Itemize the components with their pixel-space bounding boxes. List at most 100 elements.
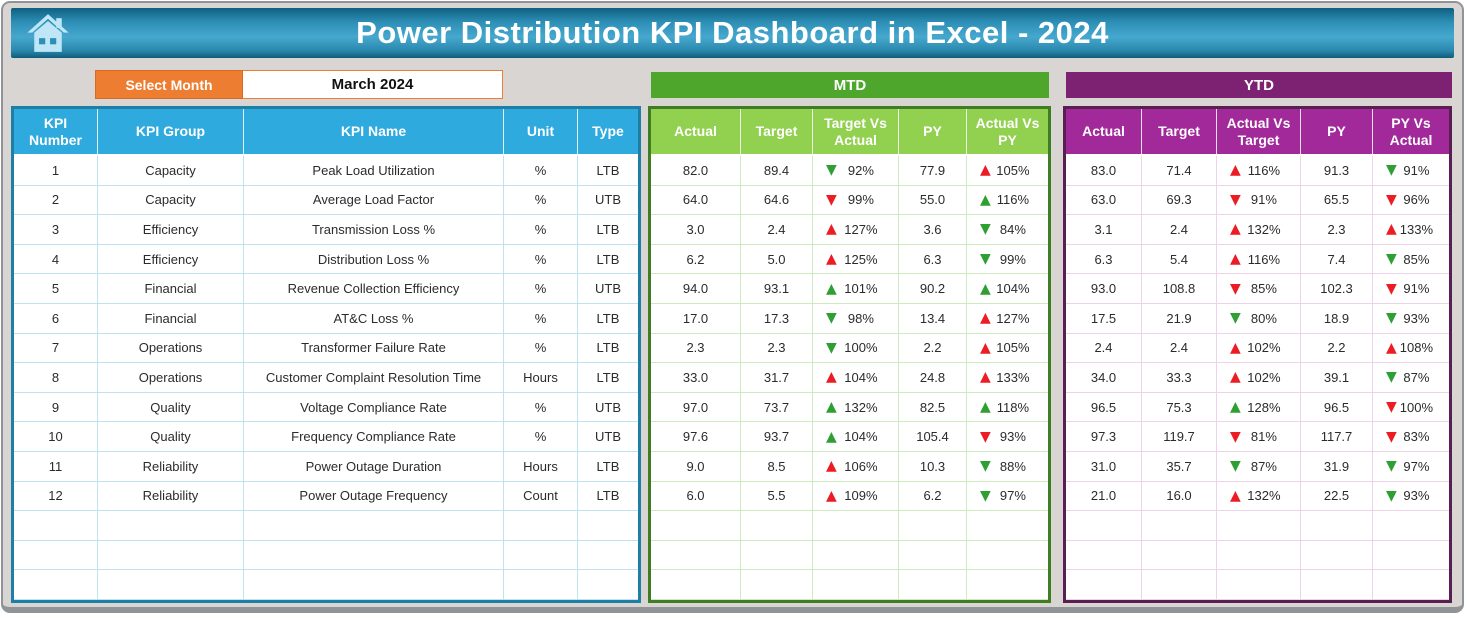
ytd-target-cell[interactable]: 69.3 xyxy=(1142,185,1217,216)
mtd-target-cell[interactable]: 93.1 xyxy=(741,274,813,304)
empty-cell[interactable] xyxy=(967,511,1048,541)
mtd-target-vs-actual-cell[interactable]: ▲ 104% xyxy=(813,363,899,393)
mtd-actual-vs-py-cell[interactable]: ▲ 104% xyxy=(967,274,1048,304)
ytd-actual-vs-target-cell[interactable]: ▼ 87% xyxy=(1217,452,1301,482)
empty-cell[interactable] xyxy=(651,511,741,541)
mtd-actual-vs-py-cell[interactable]: ▲ 105% xyxy=(967,333,1048,364)
mtd-actual-cell[interactable]: 2.3 xyxy=(651,333,741,364)
ytd-actual-vs-target-cell[interactable]: ▲ 102% xyxy=(1217,333,1301,364)
kpi-type-cell[interactable]: LTB xyxy=(578,363,638,393)
ytd-py-vs-actual-cell[interactable]: ▲ 108% xyxy=(1373,333,1449,364)
mtd-actual-cell[interactable]: 94.0 xyxy=(651,274,741,304)
kpi-name-cell[interactable]: Customer Complaint Resolution Time xyxy=(244,363,504,393)
empty-cell[interactable] xyxy=(651,540,741,571)
empty-cell[interactable] xyxy=(1217,540,1301,571)
empty-cell[interactable] xyxy=(98,511,244,541)
empty-cell[interactable] xyxy=(1373,511,1449,541)
empty-cell[interactable] xyxy=(14,540,98,571)
mtd-actual-vs-py-cell[interactable]: ▼ 97% xyxy=(967,481,1048,512)
ytd-target-cell[interactable]: 33.3 xyxy=(1142,363,1217,393)
ytd-actual-cell[interactable]: 17.5 xyxy=(1066,304,1142,334)
ytd-actual-vs-target-cell[interactable]: ▲ 132% xyxy=(1217,481,1301,512)
empty-cell[interactable] xyxy=(967,540,1048,571)
kpi-group-cell[interactable]: Efficiency xyxy=(98,244,244,275)
empty-cell[interactable] xyxy=(244,570,504,600)
ytd-target-cell[interactable]: 5.4 xyxy=(1142,244,1217,275)
mtd-actual-vs-py-cell[interactable]: ▲ 127% xyxy=(967,304,1048,334)
mtd-target-vs-actual-cell[interactable]: ▲ 101% xyxy=(813,274,899,304)
kpi-type-cell[interactable]: LTB xyxy=(578,452,638,482)
kpi-unit-cell[interactable]: % xyxy=(504,304,578,334)
mtd-actual-vs-py-cell[interactable]: ▲ 105% xyxy=(967,156,1048,186)
ytd-actual-vs-target-cell[interactable]: ▼ 80% xyxy=(1217,304,1301,334)
empty-cell[interactable] xyxy=(813,511,899,541)
empty-cell[interactable] xyxy=(741,570,813,600)
kpi-group-cell[interactable]: Efficiency xyxy=(98,215,244,245)
ytd-target-cell[interactable]: 2.4 xyxy=(1142,333,1217,364)
mtd-actual-cell[interactable]: 97.6 xyxy=(651,422,741,452)
kpi-number-cell[interactable]: 9 xyxy=(14,392,98,423)
ytd-actual-cell[interactable]: 34.0 xyxy=(1066,363,1142,393)
kpi-number-cell[interactable]: 8 xyxy=(14,363,98,393)
kpi-type-cell[interactable]: LTB xyxy=(578,481,638,512)
mtd-target-cell[interactable]: 5.0 xyxy=(741,244,813,275)
ytd-actual-cell[interactable]: 93.0 xyxy=(1066,274,1142,304)
mtd-target-vs-actual-cell[interactable]: ▲ 104% xyxy=(813,422,899,452)
kpi-type-cell[interactable]: UTB xyxy=(578,392,638,423)
ytd-actual-cell[interactable]: 2.4 xyxy=(1066,333,1142,364)
mtd-actual-vs-py-cell[interactable]: ▼ 93% xyxy=(967,422,1048,452)
kpi-group-cell[interactable]: Reliability xyxy=(98,481,244,512)
kpi-type-cell[interactable]: LTB xyxy=(578,244,638,275)
mtd-target-cell[interactable]: 2.3 xyxy=(741,333,813,364)
kpi-number-cell[interactable]: 5 xyxy=(14,274,98,304)
kpi-number-cell[interactable]: 11 xyxy=(14,452,98,482)
mtd-target-cell[interactable]: 93.7 xyxy=(741,422,813,452)
mtd-actual-vs-py-cell[interactable]: ▼ 88% xyxy=(967,452,1048,482)
ytd-actual-vs-target-cell[interactable]: ▲ 132% xyxy=(1217,215,1301,245)
mtd-py-cell[interactable]: 6.2 xyxy=(899,481,967,512)
kpi-group-cell[interactable]: Operations xyxy=(98,333,244,364)
empty-cell[interactable] xyxy=(1301,570,1373,600)
empty-cell[interactable] xyxy=(1301,540,1373,571)
ytd-py-cell[interactable]: 2.3 xyxy=(1301,215,1373,245)
empty-cell[interactable] xyxy=(244,511,504,541)
ytd-py-cell[interactable]: 7.4 xyxy=(1301,244,1373,275)
ytd-py-vs-actual-cell[interactable]: ▼ 85% xyxy=(1373,244,1449,275)
mtd-target-cell[interactable]: 8.5 xyxy=(741,452,813,482)
empty-cell[interactable] xyxy=(1301,511,1373,541)
kpi-type-cell[interactable]: LTB xyxy=(578,215,638,245)
empty-cell[interactable] xyxy=(98,540,244,571)
empty-cell[interactable] xyxy=(504,540,578,571)
kpi-number-cell[interactable]: 7 xyxy=(14,333,98,364)
ytd-py-cell[interactable]: 39.1 xyxy=(1301,363,1373,393)
ytd-target-cell[interactable]: 35.7 xyxy=(1142,452,1217,482)
empty-cell[interactable] xyxy=(741,540,813,571)
ytd-actual-cell[interactable]: 63.0 xyxy=(1066,185,1142,216)
ytd-actual-vs-target-cell[interactable]: ▲ 102% xyxy=(1217,363,1301,393)
mtd-target-cell[interactable]: 31.7 xyxy=(741,363,813,393)
kpi-name-cell[interactable]: Distribution Loss % xyxy=(244,244,504,275)
mtd-py-cell[interactable]: 10.3 xyxy=(899,452,967,482)
ytd-py-cell[interactable]: 96.5 xyxy=(1301,392,1373,423)
kpi-group-cell[interactable]: Operations xyxy=(98,363,244,393)
mtd-py-cell[interactable]: 6.3 xyxy=(899,244,967,275)
kpi-group-cell[interactable]: Quality xyxy=(98,422,244,452)
kpi-type-cell[interactable]: LTB xyxy=(578,304,638,334)
kpi-name-cell[interactable]: Transformer Failure Rate xyxy=(244,333,504,364)
mtd-actual-cell[interactable]: 3.0 xyxy=(651,215,741,245)
kpi-unit-cell[interactable]: % xyxy=(504,422,578,452)
ytd-target-cell[interactable]: 2.4 xyxy=(1142,215,1217,245)
kpi-group-cell[interactable]: Financial xyxy=(98,304,244,334)
home-icon[interactable] xyxy=(25,12,71,56)
ytd-py-vs-actual-cell[interactable]: ▼ 87% xyxy=(1373,363,1449,393)
mtd-py-cell[interactable]: 3.6 xyxy=(899,215,967,245)
empty-cell[interactable] xyxy=(899,570,967,600)
mtd-target-cell[interactable]: 17.3 xyxy=(741,304,813,334)
mtd-py-cell[interactable]: 90.2 xyxy=(899,274,967,304)
mtd-actual-cell[interactable]: 17.0 xyxy=(651,304,741,334)
ytd-actual-vs-target-cell[interactable]: ▲ 128% xyxy=(1217,392,1301,423)
ytd-actual-cell[interactable]: 96.5 xyxy=(1066,392,1142,423)
empty-cell[interactable] xyxy=(1142,511,1217,541)
kpi-number-cell[interactable]: 2 xyxy=(14,185,98,216)
ytd-target-cell[interactable]: 16.0 xyxy=(1142,481,1217,512)
